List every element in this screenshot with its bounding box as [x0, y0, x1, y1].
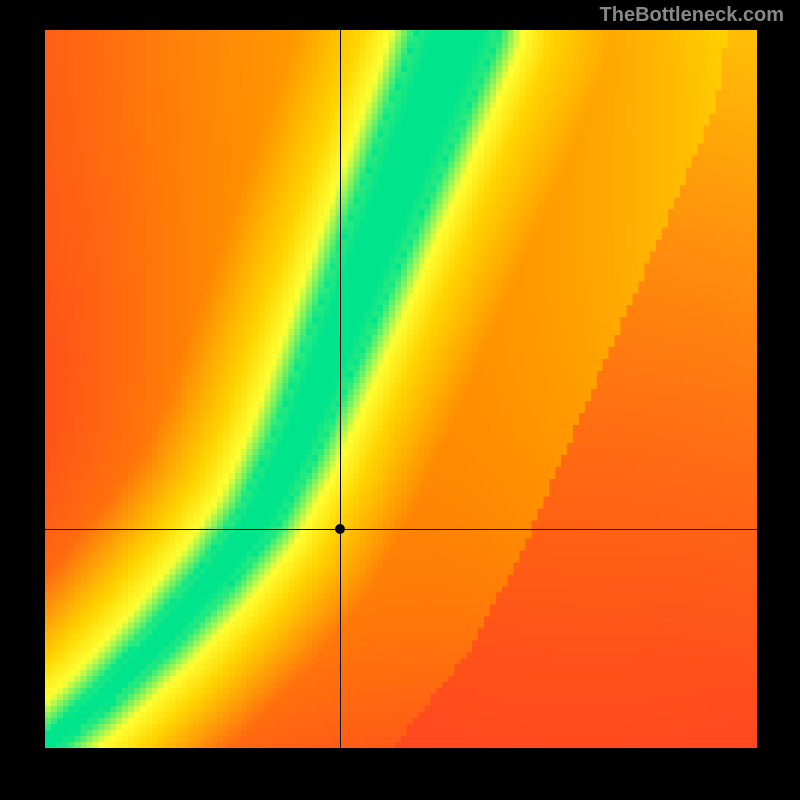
heatmap-canvas: [45, 30, 757, 748]
crosshair-horizontal: [45, 529, 757, 530]
heatmap-plot: [45, 30, 757, 748]
watermark-text: TheBottleneck.com: [600, 4, 784, 27]
crosshair-vertical: [340, 30, 341, 748]
crosshair-dot: [335, 524, 345, 534]
